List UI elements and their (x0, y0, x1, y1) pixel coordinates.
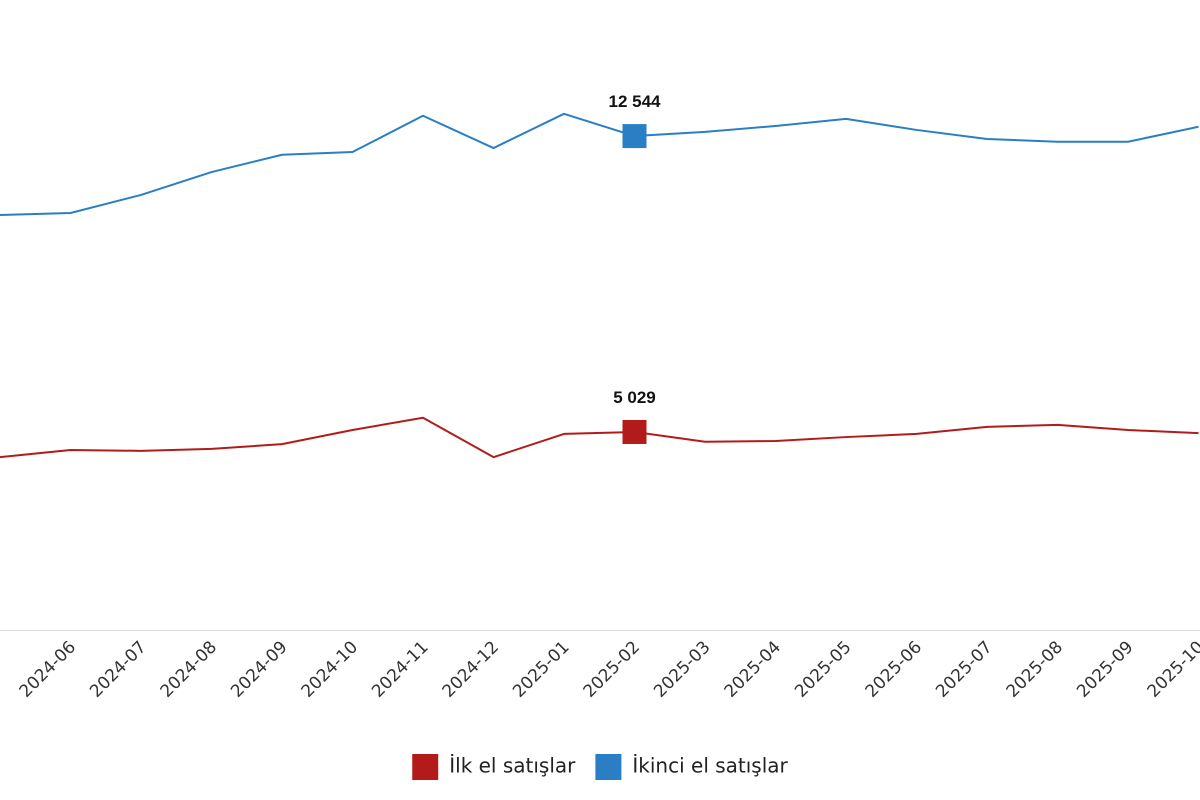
x-tick-label: 2025-09 (1073, 637, 1137, 701)
legend-swatch (595, 754, 622, 780)
x-tick-label: 2025-10 (1144, 637, 1200, 701)
data-label: 12 544 (609, 92, 662, 111)
x-tick-label: 2024-09 (227, 637, 291, 701)
x-tick-label: 2025-07 (932, 637, 996, 701)
x-tick-label: 2024-11 (368, 637, 432, 701)
x-tick-label: 2024-07 (86, 637, 150, 701)
point-marker (622, 419, 647, 444)
data-label: 5 029 (613, 388, 656, 407)
x-tick-label: 2025-06 (862, 637, 926, 701)
legend-label: İlk el satışlar (449, 754, 576, 778)
series-line (0, 112, 1199, 216)
x-tick-label: 2025-03 (650, 637, 714, 701)
legend-label: İkinci el satışlar (632, 754, 788, 778)
x-tick-label: 2025-02 (580, 637, 644, 701)
x-tick-label: 2024-10 (298, 637, 362, 701)
x-tick-label: 2024-08 (157, 637, 221, 701)
x-tick-label: 2024-06 (16, 637, 80, 701)
x-tick-label: 2024-12 (439, 637, 503, 701)
x-tick-label: 2025-04 (721, 637, 785, 701)
series-line (0, 416, 1199, 459)
x-tick-label: 2025-01 (509, 637, 573, 701)
legend-swatch (412, 754, 439, 780)
x-tick-label: 2025-05 (791, 637, 855, 701)
x-tick-label: 2025-08 (1003, 637, 1067, 701)
point-marker (622, 124, 647, 149)
